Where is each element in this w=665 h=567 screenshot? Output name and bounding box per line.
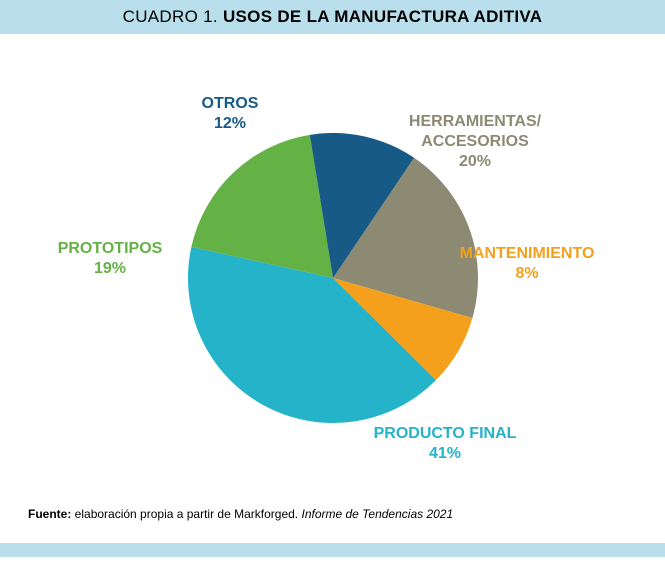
source-text: elaboración propia a partir de Markforge…	[71, 507, 301, 521]
label-mantenimiento: MANTENIMIENTO 8%	[460, 244, 595, 284]
label-text: PROTOTIPOS	[58, 239, 163, 259]
title-bar: CUADRO 1. USOS DE LA MANUFACTURA ADITIVA	[0, 0, 665, 34]
label-herramientas: HERRAMIENTAS/ACCESORIOS 20%	[409, 112, 541, 172]
chart-area: HERRAMIENTAS/ACCESORIOS 20% MANTENIMIENT…	[0, 34, 665, 504]
title-main: USOS DE LA MANUFACTURA ADITIVA	[223, 7, 542, 26]
source-prefix: Fuente:	[28, 507, 71, 521]
source-italic: Informe de Tendencias 2021	[301, 507, 453, 521]
label-percent: 20%	[409, 152, 541, 172]
title-prefix: CUADRO 1.	[123, 7, 218, 26]
label-text: OTROS	[202, 94, 259, 114]
chart-title: CUADRO 1. USOS DE LA MANUFACTURA ADITIVA	[0, 0, 665, 34]
bottom-strip	[0, 543, 665, 557]
label-text: HERRAMIENTAS/ACCESORIOS	[409, 112, 541, 152]
label-producto-final: PRODUCTO FINAL 41%	[374, 424, 517, 464]
label-text: PRODUCTO FINAL	[374, 424, 517, 444]
source-line: Fuente: elaboración propia a partir de M…	[28, 507, 453, 521]
label-otros: OTROS 12%	[202, 94, 259, 134]
label-percent: 8%	[460, 264, 595, 284]
pie-chart	[188, 133, 478, 423]
label-text: MANTENIMIENTO	[460, 244, 595, 264]
label-prototipos: PROTOTIPOS 19%	[58, 239, 163, 279]
label-percent: 41%	[374, 444, 517, 464]
label-percent: 12%	[202, 114, 259, 134]
label-percent: 19%	[58, 259, 163, 279]
